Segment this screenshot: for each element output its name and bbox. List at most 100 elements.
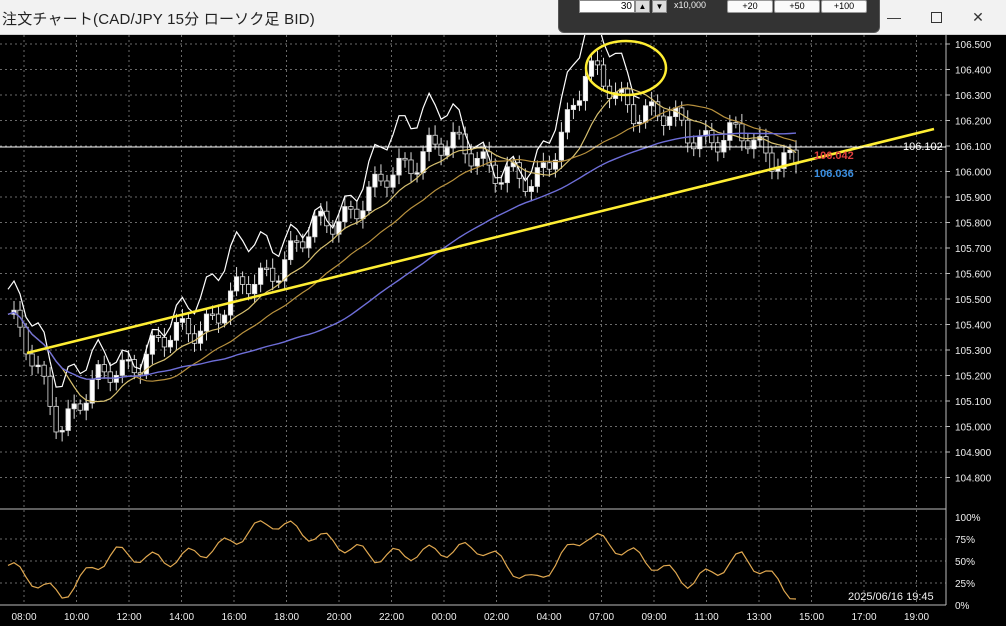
price-tick-label: 105.200 [955,372,992,383]
price-tick-label: 105.800 [955,219,992,230]
candle-body [624,88,631,106]
oscillator-line [7,520,797,600]
candle-body [101,364,107,373]
price-axis: 106.500 106.400 106.300 106.200 106.100 106.0… [946,40,992,485]
time-tick-label: 04:00 [536,612,561,623]
triangle-down-icon: ▼ [655,2,664,11]
time-tick-label: 16:00 [221,612,246,623]
candle-body [420,151,426,174]
current-price-label: 106.102 [903,141,943,153]
price-tick-label: 105.700 [955,244,992,255]
candle-body [432,134,438,145]
candle-body [300,241,306,249]
candle-body [167,339,174,348]
candle-body [119,359,125,376]
candle-body [649,101,655,107]
time-tick-label: 07:00 [589,612,614,623]
candle-body [576,100,583,106]
candle-body [282,259,288,282]
candle-body [564,109,571,133]
time-tick-label: 00:00 [431,612,456,623]
candle-body [77,403,83,411]
candle-body [552,159,558,170]
time-tick-label: 10:00 [64,612,89,623]
price-tick-label: 106.400 [955,66,992,77]
candle-body [264,267,270,270]
candle-body [745,140,751,150]
time-axis: 08:00 10:00 12:00 14:00 16:00 18:00 20:00 22:00… [11,612,929,623]
osc-tick-label: 75% [955,535,975,546]
maximize-button[interactable] [916,0,956,34]
candle-body [438,143,444,156]
candle-body [769,152,775,172]
candle-body [721,139,727,153]
ask-price-label: 106.042 [814,150,854,162]
candle-body [107,371,113,383]
lot-quantity-input[interactable]: 30 [579,0,635,13]
candle-body [65,408,71,431]
candle-body [23,326,29,355]
candle-body [53,405,59,433]
add-20-button[interactable]: +20 [727,0,773,13]
time-tick-label: 20:00 [326,612,351,623]
chart-canvas[interactable]: 106.102 106.042 106.036 106.500106.40010… [0,35,1006,626]
highlight-ellipse[interactable] [584,39,668,97]
candle-body [233,276,240,292]
candle-body [522,177,528,192]
candle-body [215,313,222,324]
price-tick-label: 106.500 [955,40,992,51]
candle-body [312,215,318,238]
candle-body [637,121,643,125]
lot-up-button[interactable]: ▲ [635,0,650,13]
candle-body [450,131,456,149]
candle-body [17,309,23,328]
candle-body [324,210,330,227]
close-button[interactable]: ✕ [958,0,998,34]
candle-body [270,267,276,282]
minimize-button[interactable]: — [874,0,914,34]
price-tick-label: 105.000 [955,423,992,434]
candle-body [498,182,504,185]
candle-body [288,240,294,261]
candle-body [570,104,577,110]
candle-body [71,403,77,410]
candle-body [444,147,450,156]
timestamp-label: 2025/06/16 19:45 [848,591,934,603]
candle-body [35,364,41,368]
candle-body [751,139,757,150]
time-tick-label: 08:00 [11,612,36,623]
candle-body [588,60,595,77]
price-tick-label: 105.500 [955,295,992,306]
candle-body [630,104,637,125]
candle-body [739,123,745,142]
price-tick-label: 106.100 [955,142,992,153]
candle-body [89,379,95,404]
candle-body [408,159,414,175]
osc-tick-label: 0% [955,601,970,612]
candle-body [203,313,210,332]
lot-down-button[interactable]: ▼ [652,0,667,13]
candle-body [643,105,649,123]
candle-body [787,149,793,154]
candle-body [667,116,673,126]
candle-body [125,359,131,362]
time-tick-label: 09:00 [641,612,666,623]
candle-body [468,153,474,167]
trendline[interactable] [26,127,935,355]
candle-body [209,313,216,316]
candle-body [149,335,155,355]
candle-body [348,206,354,210]
candle-body [252,283,258,295]
time-tick-label: 14:00 [169,612,194,623]
candle-body [480,151,486,159]
candle-body [330,225,336,235]
price-tick-label: 104.800 [955,474,992,485]
candle-body [318,210,324,217]
moving-average-short [7,87,797,403]
candle-body [456,131,462,135]
candle-body [781,152,787,169]
add-100-button[interactable]: +100 [821,0,867,13]
candle-body [47,375,53,407]
time-tick-label: 18:00 [274,612,299,623]
add-50-button[interactable]: +50 [774,0,820,13]
